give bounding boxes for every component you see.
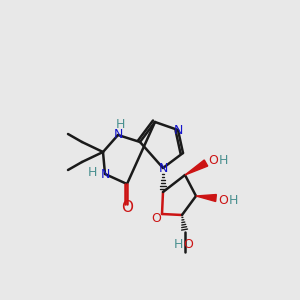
Text: H: H bbox=[173, 238, 183, 250]
Text: H: H bbox=[87, 166, 97, 178]
Text: H: H bbox=[228, 194, 238, 208]
Text: H: H bbox=[115, 118, 125, 131]
Text: O: O bbox=[218, 194, 228, 208]
Text: O: O bbox=[121, 200, 133, 215]
Text: O: O bbox=[208, 154, 218, 166]
Polygon shape bbox=[196, 194, 216, 202]
Polygon shape bbox=[185, 160, 208, 175]
Text: H: H bbox=[218, 154, 228, 166]
Text: N: N bbox=[100, 167, 110, 181]
Text: N: N bbox=[113, 128, 123, 142]
Text: N: N bbox=[173, 124, 183, 136]
Text: O: O bbox=[151, 212, 161, 224]
Text: N: N bbox=[158, 161, 168, 175]
Text: O: O bbox=[183, 238, 193, 250]
